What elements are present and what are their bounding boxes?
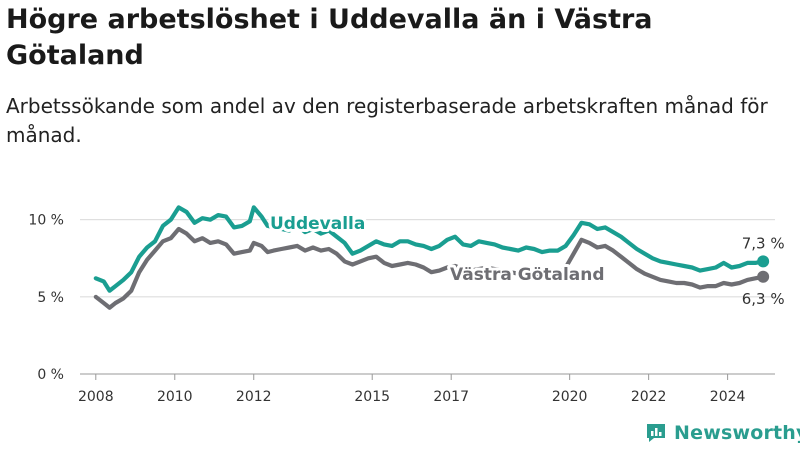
brand-logo: Newsworthy [645, 420, 800, 446]
y-tick-label: 0 % [37, 367, 64, 383]
line-chart: 0 % 5 % 10 % 2008 2010 2012 2015 2017 2020 2022 20… [28, 205, 785, 405]
y-tick-label: 5 % [37, 290, 64, 306]
end-point-västra-götaland [757, 270, 770, 283]
end-value-label-västra-götaland: 6,3 % [742, 290, 785, 308]
x-tick-label: 2017 [433, 389, 469, 405]
label-layer: Uddevalla Västra Götaland 7,3 % 6,3 % [267, 211, 785, 308]
chart-title: Högre arbetslöshet i Uddevalla än i Väst… [6, 4, 653, 71]
x-tick-label: 2012 [236, 389, 272, 405]
chart-subtitle: Arbetssökande som andel av den registerb… [6, 94, 768, 147]
end-value-label-uddevalla: 7,3 % [742, 234, 785, 252]
x-tick-label: 2022 [631, 389, 667, 405]
end-point-uddevalla [757, 255, 770, 268]
x-tick-label: 2020 [552, 389, 588, 405]
x-tick-label: 2015 [354, 389, 390, 405]
series-name-label-uddevalla: Uddevalla [270, 214, 365, 234]
series-name-label-västra-götaland: Västra Götaland [450, 265, 605, 285]
x-tick-label: 2008 [78, 389, 114, 405]
series-line-uddevalla [93, 205, 766, 293]
series-line-västra-götaland [93, 226, 766, 310]
x-axis: 0 % 5 % 10 % 2008 2010 2012 2015 2017 2020 2022 20… [28, 213, 745, 405]
y-tick-label: 10 % [28, 213, 64, 229]
grid-layer [80, 219, 775, 375]
brand-name: Newsworthy [674, 422, 800, 444]
x-tick-label: 2024 [710, 389, 746, 405]
x-tick-label: 2010 [157, 389, 193, 405]
series-layer [93, 205, 770, 310]
bar-chart-logo-icon [647, 424, 665, 442]
